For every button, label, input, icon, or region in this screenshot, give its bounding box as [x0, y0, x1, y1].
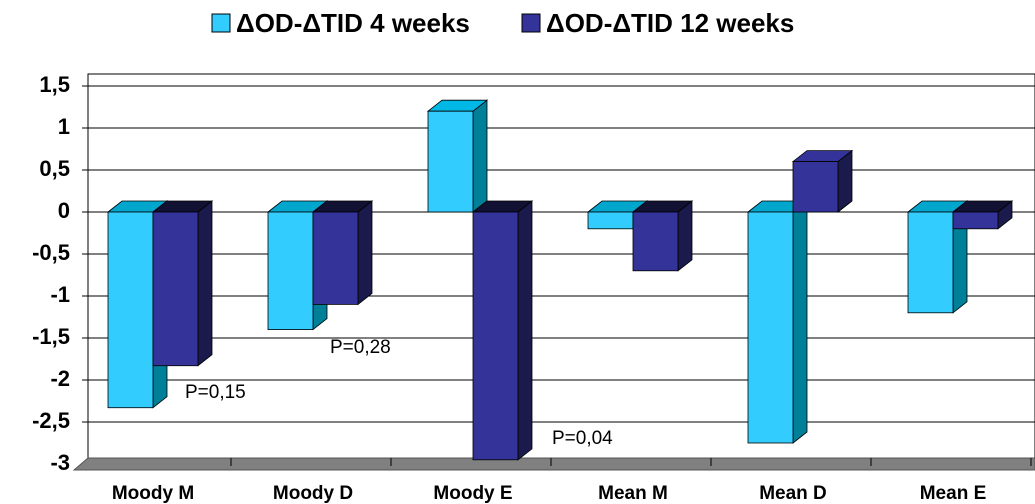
x-tick-label: Moody E: [433, 483, 512, 504]
floor: [72, 457, 1035, 471]
y-tick-label: 1,5: [39, 72, 70, 97]
x-tick-label: Mean M: [598, 483, 668, 504]
annotation: P=0,04: [552, 428, 613, 449]
x-tick-label: Mean D: [759, 483, 827, 504]
annotation: P=0,15: [185, 382, 246, 403]
bar: [427, 110, 474, 213]
bar-side: [517, 200, 533, 461]
bar-side: [197, 200, 213, 367]
x-tick-label: Moody D: [273, 483, 353, 504]
bar: [747, 211, 794, 444]
bar: [587, 211, 634, 230]
y-tick-label: -2,5: [32, 408, 70, 433]
annotation: P=0,28: [330, 337, 391, 358]
bar: [107, 211, 154, 409]
y-tick-label: 0: [58, 198, 70, 223]
bar-side: [677, 200, 693, 272]
bar-side: [357, 200, 373, 306]
bar: [152, 211, 199, 367]
bar: [267, 211, 314, 330]
legend-swatch: [521, 13, 541, 33]
y-tick-label: -1,5: [32, 324, 70, 349]
plot-wall: [87, 73, 1035, 459]
y-tick-label: -3: [50, 450, 70, 475]
legend-label: ΔOD-ΔTID 4 weeks: [236, 8, 470, 38]
y-tick-label: -2: [50, 366, 70, 391]
legend-swatch: [211, 13, 231, 33]
bar-side: [792, 200, 808, 444]
y-tick-label: -1: [50, 282, 70, 307]
y-tick-label: -0,5: [32, 240, 70, 265]
bar: [312, 211, 359, 305]
y-tick-label: 0,5: [39, 156, 70, 181]
bar-side: [472, 99, 488, 213]
y-tick-label: 1: [58, 114, 70, 139]
bar: [907, 211, 954, 314]
x-tick-label: Moody M: [112, 483, 194, 504]
legend-label: ΔOD-ΔTID 12 weeks: [546, 8, 794, 38]
bar: [472, 211, 519, 461]
bar: [792, 161, 839, 213]
bar: [952, 211, 999, 230]
x-tick-label: Mean E: [920, 483, 987, 504]
bar: [632, 211, 679, 272]
